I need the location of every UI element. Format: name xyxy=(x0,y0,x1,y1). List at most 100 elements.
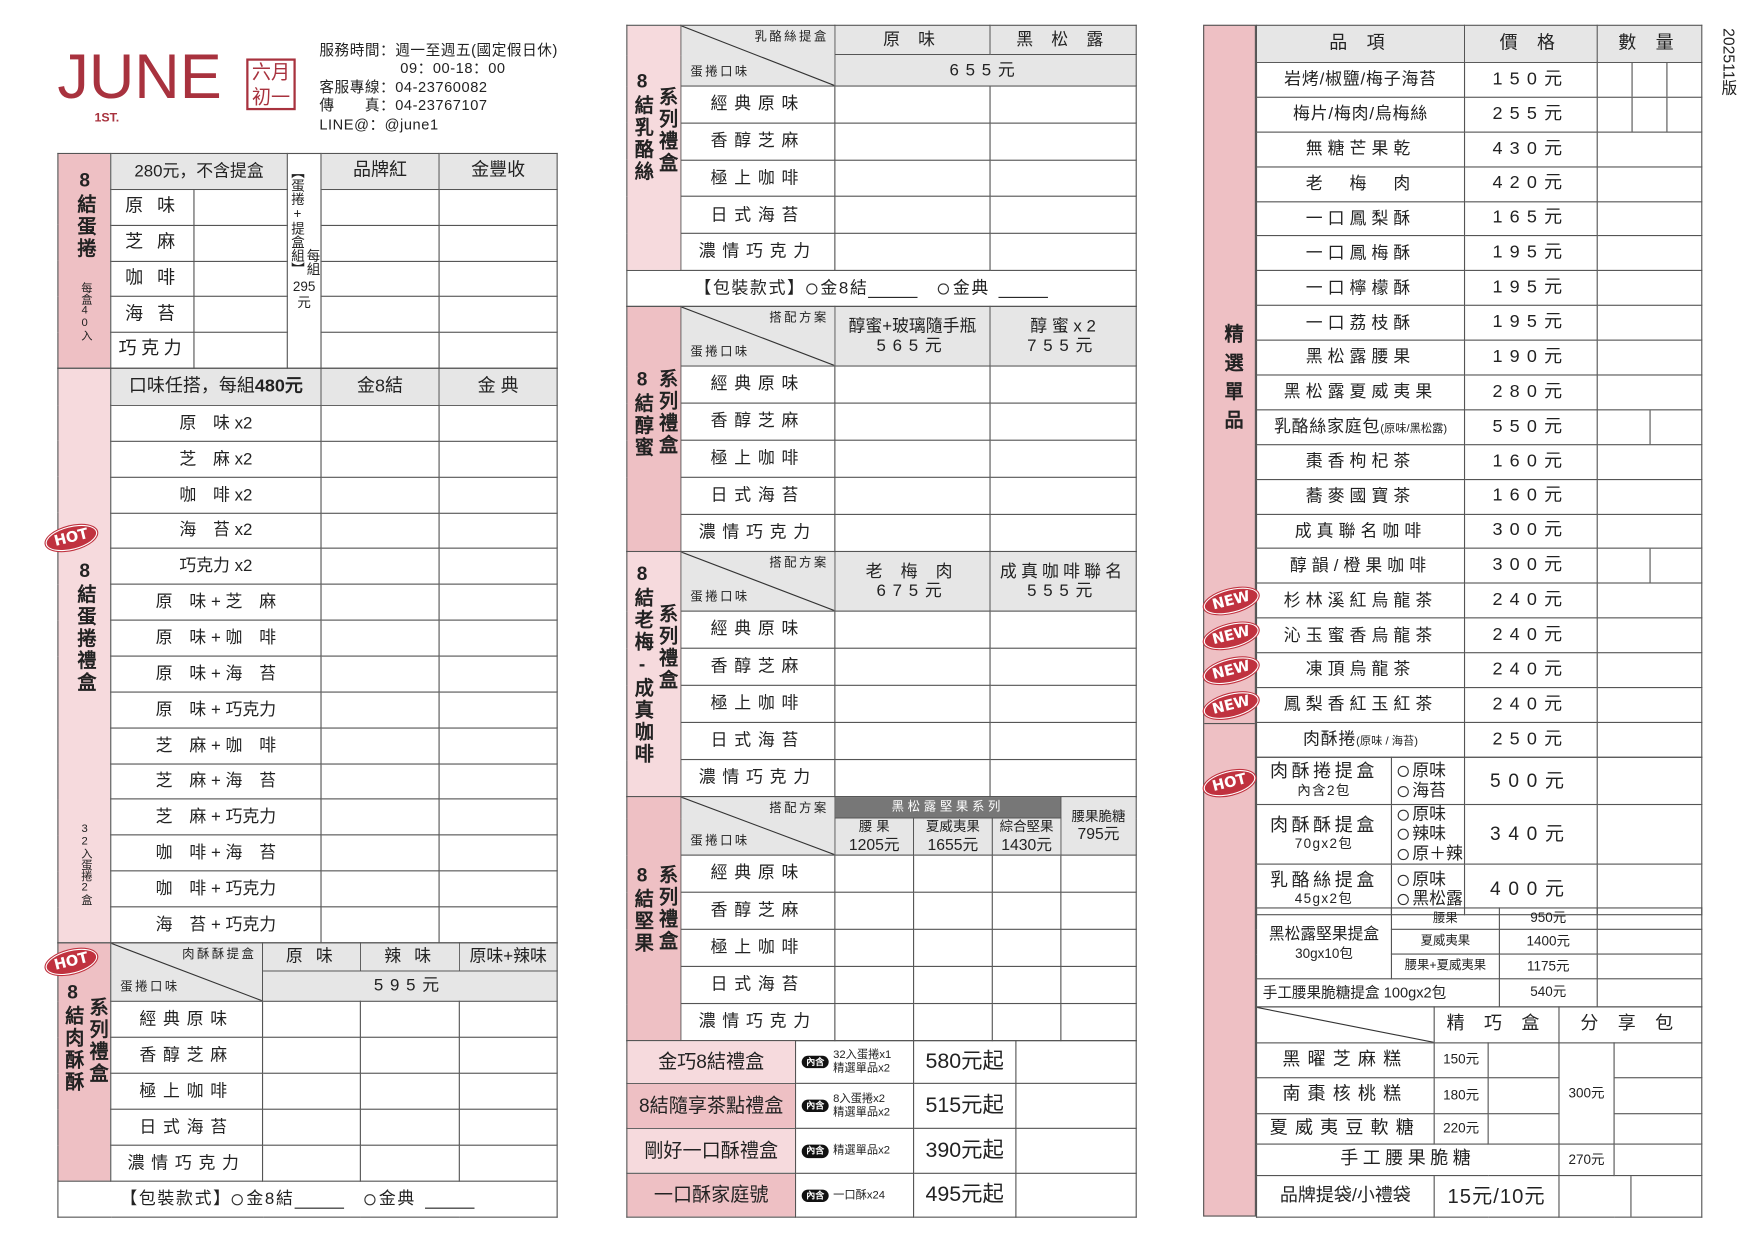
quantity-cell[interactable] xyxy=(320,691,440,729)
quantity-cell[interactable] xyxy=(989,365,1137,404)
quantity-cell[interactable] xyxy=(261,1000,361,1038)
quantity-cell[interactable] xyxy=(320,870,440,908)
quantity-cell[interactable] xyxy=(1613,1042,1703,1079)
quantity-cell[interactable] xyxy=(834,647,991,686)
quantity-cell[interactable] xyxy=(359,1108,460,1146)
flavor-option[interactable]: 原味 xyxy=(1397,870,1464,889)
quantity-cell[interactable] xyxy=(1596,652,1703,689)
flavor-option[interactable]: 原＋辣 xyxy=(1397,844,1464,863)
quantity-cell[interactable] xyxy=(320,583,440,621)
quantity-cell[interactable] xyxy=(438,440,558,478)
quantity-cell[interactable] xyxy=(1613,1113,1703,1145)
quantity-cell[interactable] xyxy=(991,854,1062,893)
quantity-cell[interactable] xyxy=(1060,891,1137,930)
quantity-cell[interactable] xyxy=(1613,1077,1703,1115)
quantity-cell[interactable] xyxy=(320,655,440,693)
quantity-cell[interactable] xyxy=(1060,1002,1137,1042)
quantity-cell[interactable] xyxy=(1596,443,1703,480)
quantity-cell[interactable] xyxy=(320,619,440,657)
quantity-cell[interactable] xyxy=(1613,1143,1703,1177)
quantity-cell[interactable] xyxy=(834,196,991,235)
quantity-cell[interactable] xyxy=(193,331,288,369)
radio-icon[interactable] xyxy=(1397,766,1409,778)
quantity-cell[interactable] xyxy=(458,1000,558,1038)
quantity-cell[interactable] xyxy=(320,260,440,298)
flavor-option[interactable]: 原味 xyxy=(1397,761,1464,781)
quantity-cell[interactable] xyxy=(913,891,993,930)
quantity-cell[interactable] xyxy=(989,684,1137,723)
quantity-cell[interactable] xyxy=(1596,756,1703,806)
quantity-cell[interactable] xyxy=(359,1036,460,1074)
quantity-cell[interactable] xyxy=(1596,235,1703,272)
blank-field[interactable] xyxy=(868,281,918,299)
quantity-cell[interactable] xyxy=(438,727,558,765)
radio-icon[interactable] xyxy=(1397,874,1409,886)
quantity-cell[interactable] xyxy=(1596,687,1703,723)
quantity-cell[interactable] xyxy=(261,1108,361,1146)
quantity-cell[interactable] xyxy=(834,439,991,478)
quantity-cell[interactable] xyxy=(438,834,558,872)
radio-icon[interactable] xyxy=(1397,893,1409,905)
quantity-cell[interactable] xyxy=(1596,409,1703,446)
quantity-cell[interactable] xyxy=(1596,928,1703,955)
quantity-cell[interactable] xyxy=(913,928,993,967)
flavor-option[interactable]: 黑松露 xyxy=(1397,889,1464,908)
quantity-cell[interactable] xyxy=(1060,965,1137,1005)
radio-icon[interactable] xyxy=(1397,809,1409,821)
quantity-cell[interactable] xyxy=(193,260,288,298)
quantity-cell[interactable] xyxy=(1487,1042,1560,1079)
quantity-cell[interactable] xyxy=(320,727,440,765)
quantity-cell[interactable] xyxy=(834,122,991,161)
quantity-cell[interactable] xyxy=(320,224,440,262)
quantity-cell[interactable] xyxy=(1596,953,1703,980)
quantity-cell[interactable] xyxy=(438,870,558,908)
quantity-cell[interactable] xyxy=(320,512,440,550)
quantity-cell[interactable] xyxy=(989,159,1137,198)
quantity-cell[interactable] xyxy=(438,691,558,729)
quantity-cell[interactable] xyxy=(320,404,440,442)
quantity-cell[interactable] xyxy=(1596,978,1703,1008)
packaging-option[interactable]: 金8結 xyxy=(820,278,869,298)
quantity-cell[interactable] xyxy=(261,1036,361,1074)
quantity-cell[interactable] xyxy=(1596,96,1703,133)
quantity-cell[interactable] xyxy=(193,188,288,226)
quantity-cell[interactable] xyxy=(438,548,558,586)
quantity-cell[interactable] xyxy=(989,196,1137,235)
quantity-cell[interactable] xyxy=(261,1144,361,1182)
quantity-cell[interactable] xyxy=(1596,803,1703,865)
blank-field[interactable] xyxy=(998,281,1049,299)
quantity-cell[interactable] xyxy=(989,439,1137,478)
quantity-cell[interactable] xyxy=(989,232,1137,271)
quantity-subcell[interactable] xyxy=(1598,63,1632,97)
quantity-cell[interactable] xyxy=(834,365,991,404)
radio-icon[interactable] xyxy=(1397,848,1409,860)
quantity-cell[interactable] xyxy=(989,85,1137,124)
quantity-cell[interactable] xyxy=(1596,61,1703,98)
quantity-cell[interactable] xyxy=(320,834,440,872)
quantity-cell[interactable] xyxy=(834,684,991,723)
quantity-cell[interactable] xyxy=(438,798,558,836)
blank-field[interactable] xyxy=(294,1192,344,1209)
quantity-cell[interactable] xyxy=(438,619,558,657)
quantity-subcell[interactable] xyxy=(1648,410,1701,444)
quantity-cell[interactable] xyxy=(1596,478,1703,515)
quantity-cell[interactable] xyxy=(1596,131,1703,168)
quantity-cell[interactable] xyxy=(438,763,558,800)
quantity-cell[interactable] xyxy=(320,440,440,478)
quantity-cell[interactable] xyxy=(834,402,991,441)
quantity-cell[interactable] xyxy=(320,906,440,944)
quantity-subcell[interactable] xyxy=(1598,549,1649,583)
quantity-cell[interactable] xyxy=(320,798,440,836)
quantity-cell[interactable] xyxy=(458,1072,558,1110)
quantity-cell[interactable] xyxy=(359,1000,460,1038)
quantity-cell[interactable] xyxy=(320,548,440,586)
quantity-cell[interactable] xyxy=(1596,200,1703,237)
quantity-cell[interactable] xyxy=(989,647,1137,686)
quantity-cell[interactable] xyxy=(1596,617,1703,654)
quantity-cell[interactable] xyxy=(193,296,288,334)
radio-icon[interactable] xyxy=(1397,785,1409,797)
quantity-cell[interactable] xyxy=(834,232,991,271)
quantity-cell[interactable] xyxy=(1596,270,1703,307)
quantity-cell[interactable] xyxy=(834,85,991,124)
quantity-cell[interactable] xyxy=(1060,854,1137,893)
